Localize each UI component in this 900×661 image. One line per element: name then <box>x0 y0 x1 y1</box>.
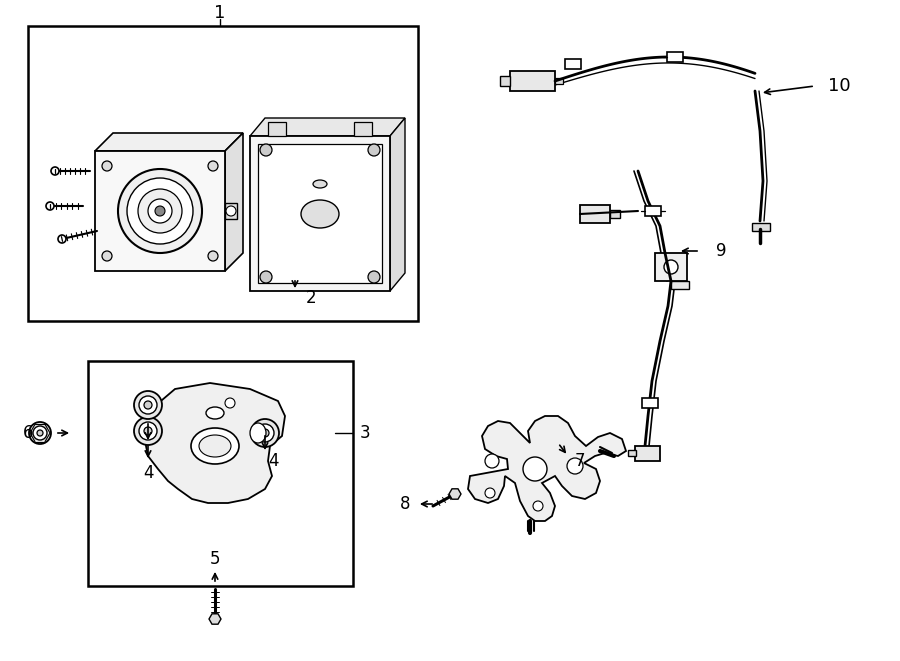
Circle shape <box>251 419 279 447</box>
Circle shape <box>29 422 51 444</box>
Circle shape <box>58 235 66 243</box>
Ellipse shape <box>206 407 224 419</box>
Circle shape <box>260 144 272 156</box>
Circle shape <box>226 206 236 216</box>
Bar <box>258 144 382 283</box>
Circle shape <box>368 144 380 156</box>
Circle shape <box>134 391 162 419</box>
Text: 2: 2 <box>306 289 317 307</box>
Circle shape <box>664 260 678 274</box>
Circle shape <box>368 271 380 283</box>
Circle shape <box>260 271 272 283</box>
Bar <box>565 59 581 69</box>
Circle shape <box>155 206 165 216</box>
Text: 9: 9 <box>716 242 726 260</box>
Circle shape <box>256 424 274 442</box>
Text: 4: 4 <box>268 452 278 470</box>
Polygon shape <box>250 118 405 136</box>
Circle shape <box>567 458 583 474</box>
Bar <box>671 281 689 289</box>
Bar <box>752 223 770 231</box>
Polygon shape <box>209 614 221 624</box>
Circle shape <box>139 422 157 440</box>
Circle shape <box>208 251 218 261</box>
Circle shape <box>208 161 218 171</box>
Bar <box>610 210 620 218</box>
Text: 10: 10 <box>828 77 850 95</box>
Circle shape <box>37 430 43 436</box>
Circle shape <box>118 169 202 253</box>
Bar <box>628 450 636 456</box>
Polygon shape <box>145 383 285 503</box>
Polygon shape <box>95 133 243 151</box>
Bar <box>580 205 610 223</box>
Circle shape <box>533 501 543 511</box>
Circle shape <box>102 251 112 261</box>
Circle shape <box>51 167 59 175</box>
Bar <box>645 206 661 216</box>
Bar <box>555 78 563 84</box>
Text: 3: 3 <box>360 424 371 442</box>
Circle shape <box>33 426 47 440</box>
Bar <box>635 446 660 461</box>
Bar <box>667 52 683 62</box>
Bar <box>268 122 286 136</box>
Text: 4: 4 <box>143 464 153 482</box>
Circle shape <box>46 202 54 210</box>
Circle shape <box>485 454 499 468</box>
Circle shape <box>523 457 547 481</box>
Ellipse shape <box>301 200 339 228</box>
Bar <box>500 76 510 86</box>
Text: 7: 7 <box>575 452 586 470</box>
Polygon shape <box>449 488 461 499</box>
Bar <box>95 151 225 271</box>
Bar <box>28 26 418 321</box>
Circle shape <box>485 488 495 498</box>
Bar <box>250 136 390 291</box>
Ellipse shape <box>199 435 231 457</box>
Text: 5: 5 <box>210 550 220 568</box>
Circle shape <box>134 417 162 445</box>
Ellipse shape <box>250 423 266 443</box>
Bar <box>642 398 658 408</box>
Circle shape <box>225 398 235 408</box>
Polygon shape <box>390 118 405 291</box>
Ellipse shape <box>313 180 327 188</box>
Ellipse shape <box>191 428 239 464</box>
Polygon shape <box>468 416 626 521</box>
Circle shape <box>138 189 182 233</box>
Bar <box>225 203 237 219</box>
Polygon shape <box>225 133 243 271</box>
Bar <box>88 361 353 586</box>
Bar <box>510 71 555 91</box>
Circle shape <box>127 178 193 244</box>
Circle shape <box>148 199 172 223</box>
Circle shape <box>139 396 157 414</box>
Circle shape <box>144 427 152 435</box>
Bar <box>354 122 372 136</box>
Bar <box>655 253 687 281</box>
Circle shape <box>102 161 112 171</box>
Text: 8: 8 <box>400 495 410 513</box>
Circle shape <box>144 401 152 409</box>
Text: 1: 1 <box>214 4 226 22</box>
Text: 6: 6 <box>22 424 33 442</box>
Circle shape <box>261 429 269 437</box>
